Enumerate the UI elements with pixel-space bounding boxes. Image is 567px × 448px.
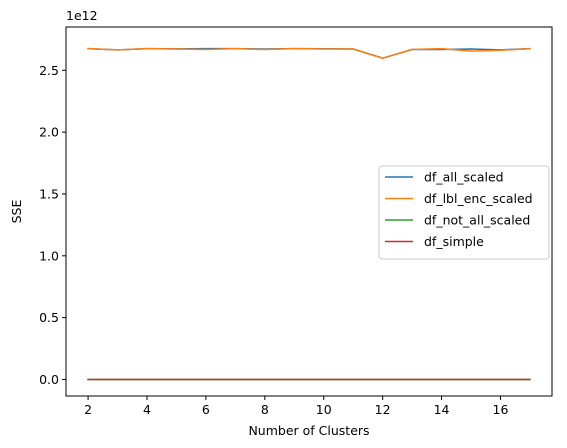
- x-axis-title: Number of Clusters: [248, 423, 369, 438]
- x-tick-label: 16: [493, 402, 509, 417]
- x-tick-label: 8: [261, 402, 269, 417]
- x-tick-label: 12: [375, 402, 391, 417]
- series-layer: [87, 47, 531, 381]
- x-tick-label: 10: [316, 402, 332, 417]
- y-tick-label: 1.5: [39, 186, 59, 201]
- y-tick-label: 0.0: [39, 372, 59, 387]
- y-offset-text: 1e12: [66, 8, 98, 23]
- legend-box: [378, 165, 550, 260]
- plot-frame: [65, 26, 553, 397]
- y-tick-label: 2.5: [39, 63, 59, 78]
- series-line-df-lbl-enc-scaled: [87, 47, 531, 59]
- x-tick-label: 6: [202, 402, 210, 417]
- legend-label: df_simple: [424, 234, 484, 249]
- legend-label: df_all_scaled: [424, 170, 504, 185]
- legend-label: df_lbl_enc_scaled: [424, 191, 533, 206]
- x-axis: 2 4 6 8 10 12 14 16: [84, 396, 508, 417]
- y-tick-label: 2.0: [39, 125, 59, 140]
- x-tick-label: 2: [84, 402, 92, 417]
- x-tick-label: 14: [434, 402, 450, 417]
- legend-item: df_all_scaled: [385, 170, 504, 185]
- y-axis-title: SSE: [9, 200, 24, 224]
- x-tick-label: 4: [143, 402, 151, 417]
- legend-item: df_not_all_scaled: [385, 213, 530, 228]
- legend: df_all_scaled df_lbl_enc_scaled df_not_all…: [378, 165, 550, 260]
- legend-label: df_not_all_scaled: [424, 213, 530, 228]
- legend-item: df_lbl_enc_scaled: [385, 191, 533, 206]
- y-tick-label: 0.5: [39, 310, 59, 325]
- legend-item: df_simple: [385, 234, 484, 249]
- y-tick-label: 1.0: [39, 248, 59, 263]
- y-axis: 0.0 0.5 1.0 1.5 2.0 2.5: [39, 63, 66, 387]
